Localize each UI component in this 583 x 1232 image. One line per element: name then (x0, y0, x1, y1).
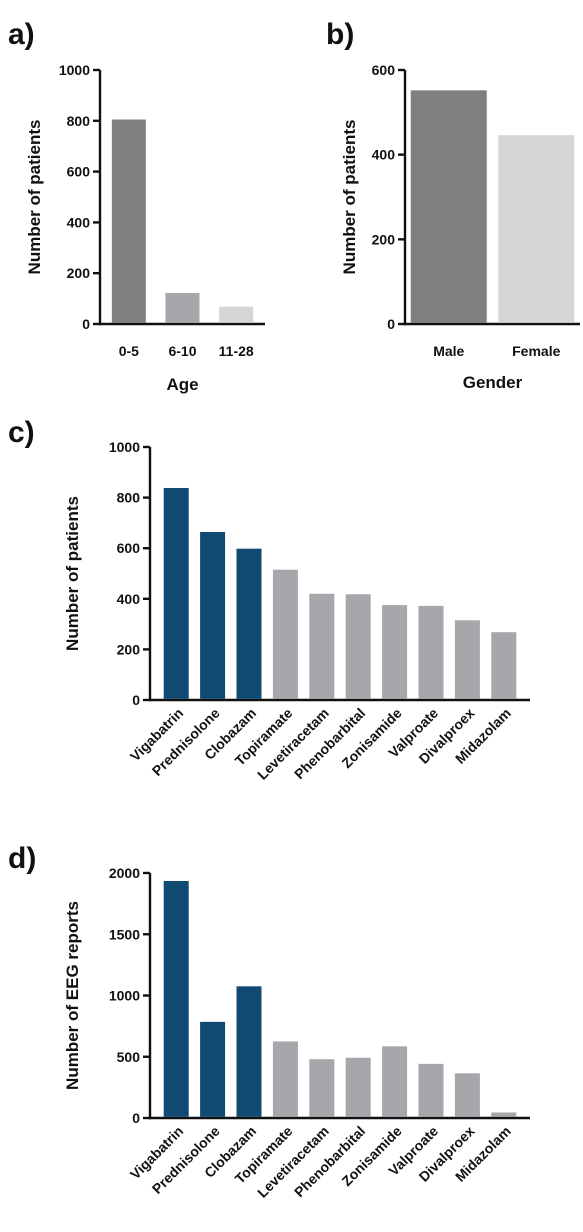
chart-panel-d: d)0500100015002000VigabatrinPrednisolone… (8, 842, 530, 1201)
y-tick-label-a: 200 (67, 265, 91, 281)
y-tick-label-a: 600 (67, 164, 91, 180)
bar-zonisamide (382, 1046, 408, 1117)
panel-label-a: a) (8, 18, 35, 51)
bar-valproate (418, 1063, 444, 1117)
y-tick-label-c: 800 (117, 490, 141, 506)
bar-female (498, 135, 575, 323)
x-tick-label-b: Female (512, 343, 560, 359)
y-tick-label-d: 0 (132, 1110, 140, 1126)
y-tick-label-b: 0 (387, 316, 395, 332)
y-tick-label-b: 200 (372, 231, 396, 247)
bar-topiramate (272, 1041, 298, 1117)
bar-clobazam (236, 986, 262, 1117)
y-tick-label-c: 1000 (109, 439, 140, 455)
bar-levetiracetam (309, 593, 335, 699)
y-tick-label-d: 1500 (109, 926, 140, 942)
bar-midazolam (491, 632, 517, 699)
y-tick-label-a: 400 (67, 214, 91, 230)
x-axis-title-a: Age (166, 375, 198, 394)
y-tick-label-b: 400 (372, 147, 396, 163)
y-tick-label-c: 600 (117, 540, 141, 556)
y-axis-title-c: Number of patients (63, 496, 82, 651)
bar-vigabatrin (163, 880, 189, 1117)
x-tick-label-a: 0-5 (119, 343, 139, 359)
y-axis-title-b: Number of patients (340, 120, 359, 275)
chart-panel-c: c)02004006008001000VigabatrinPrednisolon… (8, 416, 530, 783)
x-tick-label-a: 6-10 (168, 343, 196, 359)
y-tick-label-d: 1000 (109, 988, 140, 1004)
chart-panel-b: b) 0 200 400 600 Male Female Number of patients… (326, 18, 580, 392)
bar-male (410, 90, 487, 323)
y-axis-title-d: Number of EEG reports (63, 901, 82, 1090)
y-tick-label-c: 200 (117, 641, 141, 657)
bar-6-10 (165, 293, 200, 323)
y-tick-label-c: 0 (132, 692, 140, 708)
bar-midazolam (491, 1112, 517, 1117)
bar-phenobarbital (345, 594, 371, 699)
chart-panel-a: a) 0 200 400 600 800 1000 0-5 6-10 11-28 Number of… (8, 18, 265, 394)
bar-prednisolone (200, 1021, 226, 1117)
bar-topiramate (272, 569, 298, 699)
y-tick-label-d: 500 (117, 1049, 141, 1065)
bar-0-5 (111, 119, 146, 323)
bar-phenobarbital (345, 1057, 371, 1117)
y-tick-label-a: 0 (82, 316, 90, 332)
x-axis-title-b: Gender (463, 373, 523, 392)
y-axis-title-a: Number of patients (25, 120, 44, 275)
x-tick-label-a: 11-28 (219, 343, 254, 359)
bar-11-28 (219, 306, 254, 323)
bar-clobazam (236, 548, 262, 699)
y-tick-label-b: 600 (372, 62, 396, 78)
bar-vigabatrin (163, 487, 189, 699)
y-tick-label-c: 400 (117, 591, 141, 607)
panel-label-d: d) (8, 842, 36, 875)
bar-divalproex (454, 620, 480, 699)
bar-zonisamide (382, 605, 408, 699)
panel-label-b: b) (326, 18, 354, 51)
y-tick-label-a: 1000 (59, 62, 90, 78)
panel-label-c: c) (8, 416, 35, 449)
y-tick-label-d: 2000 (109, 865, 140, 881)
x-tick-label-b: Male (433, 343, 464, 359)
bar-levetiracetam (309, 1059, 335, 1117)
bar-divalproex (454, 1073, 480, 1117)
bar-prednisolone (200, 532, 226, 699)
bar-valproate (418, 605, 444, 699)
y-tick-label-a: 800 (67, 113, 91, 129)
